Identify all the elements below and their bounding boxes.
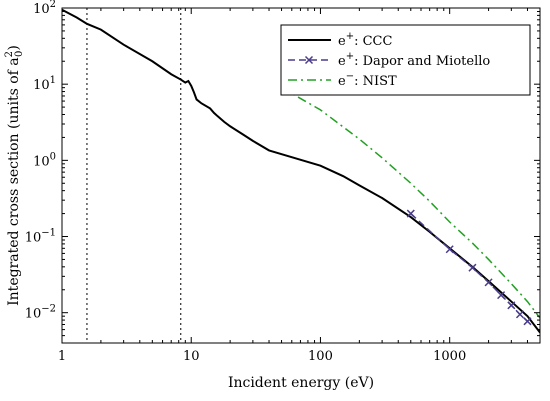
x-tick-label: 100	[308, 349, 333, 364]
series-layer	[62, 8, 540, 334]
y-axis-title-main: Integrated cross section (units of a	[6, 57, 22, 306]
series-marker	[406, 209, 415, 218]
y-axis-title-sup: 2	[4, 51, 15, 57]
y-tick-label: 102	[33, 0, 56, 17]
x-tick-label: 10	[183, 349, 200, 364]
series-marker	[484, 278, 493, 287]
series-marker	[515, 310, 525, 319]
series-marker	[497, 291, 506, 300]
reference-lines	[86, 8, 182, 343]
legend: e+: CCC e+: Dapor and Miotello e−: NIST	[280, 24, 531, 96]
y-tick-label-base: 10	[25, 307, 42, 322]
series-marker	[468, 263, 477, 272]
y-tick-label-base: 10	[33, 78, 50, 93]
y-tick-label-base: 10	[33, 2, 50, 17]
y-tick-label: 100	[33, 151, 56, 169]
y-tick-label-exp: −2	[41, 304, 56, 315]
x-tick-label: 1000	[433, 349, 466, 364]
y-axis-title-sub: 0	[14, 51, 25, 57]
y-tick-label: 101	[33, 75, 56, 93]
series-marker	[445, 245, 454, 254]
y-tick-label: 10−1	[25, 228, 56, 246]
legend-item: e−: NIST	[288, 71, 397, 89]
series-line-2	[281, 87, 540, 319]
y-tick-label-exp: 2	[50, 0, 56, 10]
legend-label: e−: NIST	[338, 71, 397, 89]
y-axis-title-close: )	[6, 45, 22, 50]
legend-label: e+: Dapor and Miotello	[338, 51, 490, 69]
y-tick-label-exp: 1	[50, 75, 56, 86]
legend-marker	[304, 55, 314, 65]
y-tick-label: 10−2	[25, 304, 56, 322]
y-tick-label-exp: 0	[50, 151, 56, 162]
series-marker	[523, 317, 532, 326]
x-axis-title: Incident energy (eV)	[228, 375, 374, 391]
y-axis-title: Integrated cross section (units of a20)	[4, 45, 25, 306]
y-tick-label-base: 10	[25, 231, 42, 246]
series-marker	[507, 301, 516, 310]
x-tick-labels: 1 10 100 1000	[58, 349, 466, 364]
y-tick-label-exp: −1	[41, 228, 56, 239]
legend-label: e+: CCC	[338, 31, 393, 49]
x-tick-label: 1	[58, 349, 66, 364]
legend-item: e+: CCC	[288, 31, 393, 49]
legend-item: e+: Dapor and Miotello	[288, 51, 490, 69]
plot-frame	[61, 7, 541, 344]
y-tick-label-base: 10	[33, 154, 50, 169]
ticks	[61, 7, 541, 344]
